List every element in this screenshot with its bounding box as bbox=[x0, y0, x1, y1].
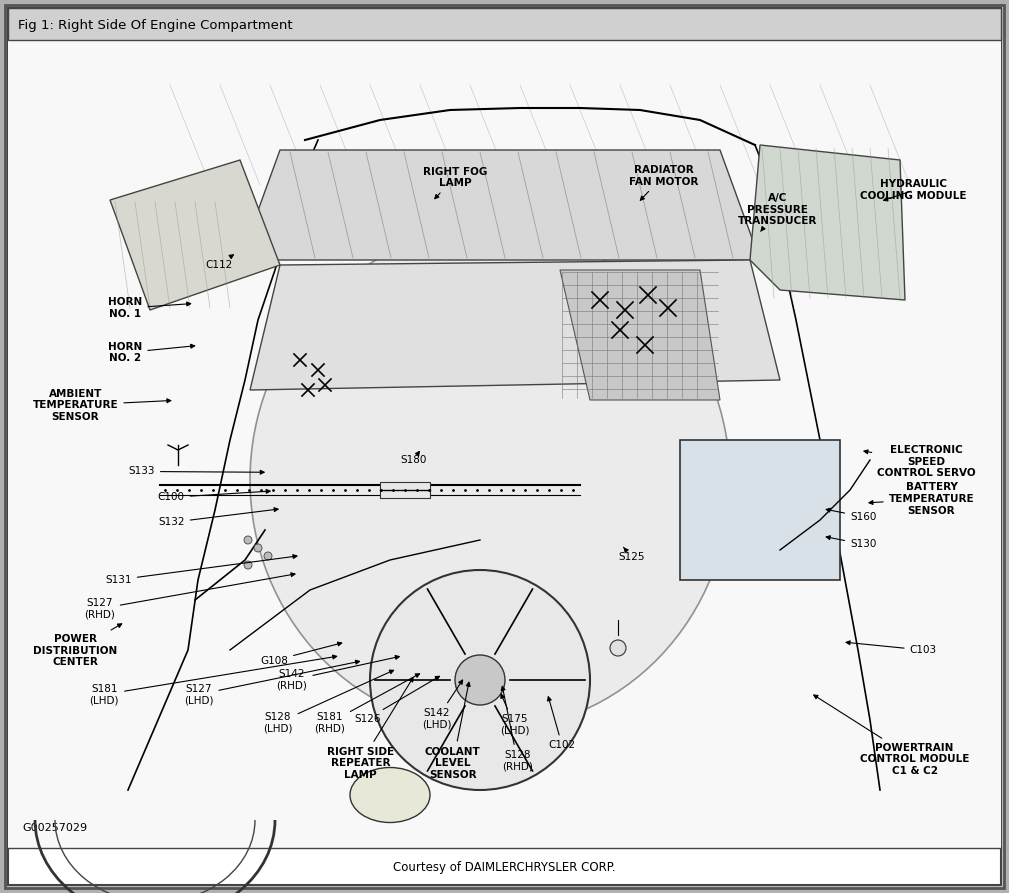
Text: ELECTRONIC
SPEED
CONTROL SERVO: ELECTRONIC SPEED CONTROL SERVO bbox=[864, 446, 976, 479]
Text: AMBIENT
TEMPERATURE
SENSOR: AMBIENT TEMPERATURE SENSOR bbox=[32, 388, 171, 421]
Text: S181
(LHD): S181 (LHD) bbox=[90, 655, 337, 705]
Text: S175
(LHD): S175 (LHD) bbox=[499, 694, 529, 736]
Circle shape bbox=[264, 552, 272, 560]
Text: C100: C100 bbox=[157, 489, 270, 503]
Text: S130: S130 bbox=[826, 536, 877, 549]
Circle shape bbox=[610, 640, 626, 656]
Text: RIGHT SIDE
REPEATER
LAMP: RIGHT SIDE REPEATER LAMP bbox=[327, 678, 413, 780]
Circle shape bbox=[254, 544, 262, 552]
Circle shape bbox=[244, 561, 252, 569]
Text: C102: C102 bbox=[548, 697, 576, 750]
Ellipse shape bbox=[350, 767, 430, 822]
Text: RIGHT FOG
LAMP: RIGHT FOG LAMP bbox=[423, 167, 487, 198]
Text: S127
(RHD): S127 (RHD) bbox=[84, 572, 295, 620]
Bar bbox=[380, 482, 430, 498]
Text: S142
(LHD): S142 (LHD) bbox=[422, 680, 462, 730]
Text: C103: C103 bbox=[847, 641, 936, 655]
Text: RADIATOR
FAN MOTOR: RADIATOR FAN MOTOR bbox=[629, 165, 698, 200]
Ellipse shape bbox=[250, 230, 730, 730]
Text: Fig 1: Right Side Of Engine Compartment: Fig 1: Right Side Of Engine Compartment bbox=[18, 19, 293, 31]
Polygon shape bbox=[560, 270, 720, 400]
Text: HORN
NO. 1: HORN NO. 1 bbox=[108, 297, 191, 319]
Text: BATTERY
TEMPERATURE
SENSOR: BATTERY TEMPERATURE SENSOR bbox=[869, 482, 975, 515]
Text: G108: G108 bbox=[260, 642, 342, 665]
Text: S128
(RHD): S128 (RHD) bbox=[501, 687, 533, 772]
Polygon shape bbox=[240, 150, 760, 260]
Text: S160: S160 bbox=[826, 508, 877, 522]
Text: S125: S125 bbox=[619, 547, 645, 562]
Text: S131: S131 bbox=[105, 555, 297, 585]
Bar bbox=[8, 8, 1001, 40]
Text: POWERTRAIN
CONTROL MODULE
C1 & C2: POWERTRAIN CONTROL MODULE C1 & C2 bbox=[813, 695, 970, 776]
Text: S133: S133 bbox=[128, 466, 264, 477]
Text: S128
(LHD): S128 (LHD) bbox=[263, 670, 394, 733]
Polygon shape bbox=[750, 145, 905, 300]
Text: S181
(RHD): S181 (RHD) bbox=[314, 674, 420, 733]
Text: G00257029: G00257029 bbox=[22, 823, 87, 833]
Bar bbox=[680, 440, 840, 580]
Circle shape bbox=[455, 655, 504, 705]
Text: S132: S132 bbox=[158, 508, 278, 528]
Text: Courtesy of DAIMLERCHRYSLER CORP.: Courtesy of DAIMLERCHRYSLER CORP. bbox=[393, 862, 615, 874]
Polygon shape bbox=[250, 260, 780, 390]
Circle shape bbox=[244, 536, 252, 544]
Circle shape bbox=[370, 570, 590, 790]
Text: S126: S126 bbox=[354, 676, 440, 723]
Text: POWER
DISTRIBUTION
CENTER: POWER DISTRIBUTION CENTER bbox=[33, 624, 122, 667]
Text: A/C
PRESSURE
TRANSDUCER: A/C PRESSURE TRANSDUCER bbox=[738, 193, 817, 231]
Polygon shape bbox=[110, 160, 281, 310]
Text: S142
(RHD): S142 (RHD) bbox=[276, 655, 400, 691]
Text: COOLANT
LEVEL
SENSOR: COOLANT LEVEL SENSOR bbox=[425, 682, 480, 780]
Text: HYDRAULIC
COOLING MODULE: HYDRAULIC COOLING MODULE bbox=[861, 179, 967, 201]
Text: S180: S180 bbox=[400, 452, 427, 465]
Text: HORN
NO. 2: HORN NO. 2 bbox=[108, 342, 195, 363]
Text: S127
(LHD): S127 (LHD) bbox=[184, 660, 359, 705]
Text: C112: C112 bbox=[205, 255, 233, 270]
